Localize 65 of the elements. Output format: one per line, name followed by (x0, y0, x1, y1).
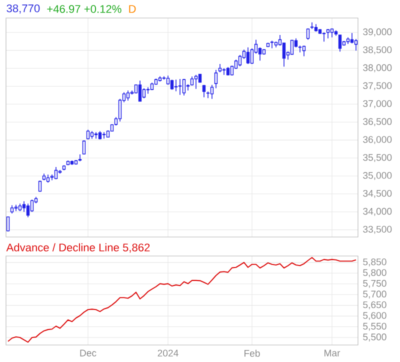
y-tick-label: 39,000 (363, 28, 392, 36)
candlestick (94, 132, 98, 140)
y-tick-label: 5,500 (363, 334, 386, 342)
candlestick (174, 79, 178, 92)
y-tick-label: 34,500 (363, 190, 392, 198)
candlestick (206, 91, 210, 99)
candlestick (86, 129, 90, 140)
candlestick (54, 166, 58, 180)
x-tick-label: Dec (80, 350, 96, 356)
candlestick (270, 40, 274, 49)
x-tick-label: 2024 (158, 350, 178, 356)
chart-subtitle: +46.97 +0.12% (47, 5, 122, 13)
y-tick-label: 36,500 (363, 118, 392, 126)
candlestick (126, 90, 130, 101)
candlestick (178, 78, 182, 96)
candlestick (222, 68, 226, 76)
y-tick-label: 5,550 (363, 322, 386, 331)
candlestick (102, 132, 106, 140)
candlestick (138, 80, 142, 102)
candlestick (30, 199, 34, 212)
y-tick-label: 5,700 (363, 290, 386, 299)
candlestick (82, 140, 86, 155)
chart-title: Advance / Decline Line 5,862 (6, 243, 150, 253)
candlestick (298, 45, 302, 53)
candlestick (26, 203, 30, 218)
y-tick-label: 38,500 (363, 46, 392, 54)
candlestick (310, 22, 314, 30)
candlestick (354, 38, 358, 52)
y-tick-label: 37,000 (363, 100, 392, 108)
candlestick (326, 28, 330, 39)
y-tick-label: 5,850 (363, 258, 386, 266)
candlestick (6, 216, 10, 232)
candlestick (246, 46, 250, 64)
candlestick (22, 200, 26, 212)
candlestick (238, 54, 242, 67)
x-tick-label: Mar (324, 350, 340, 356)
candlestick (250, 48, 254, 64)
candlestick (214, 70, 218, 89)
chart-title: 38,770 (6, 4, 40, 14)
y-tick-label: 5,650 (363, 301, 386, 310)
candlestick (338, 34, 342, 52)
candlestick (146, 86, 150, 94)
candlestick (142, 88, 146, 99)
candlestick (302, 45, 306, 57)
candlestick (38, 180, 42, 192)
candlestick (258, 46, 262, 62)
candlestick (194, 74, 198, 90)
candlestick (182, 78, 186, 96)
y-tick-label: 33,500 (363, 226, 392, 234)
candlestick (282, 42, 286, 68)
y-tick-label: 35,500 (363, 154, 392, 162)
text: D (129, 5, 136, 13)
y-tick-label: 36,000 (363, 136, 392, 144)
y-tick-label: 5,600 (363, 312, 386, 320)
candlestick (322, 32, 326, 42)
candlestick (78, 154, 82, 162)
y-tick-label: 34,000 (363, 208, 392, 216)
y-tick-label: 37,500 (363, 82, 392, 90)
y-tick-label: 5,750 (363, 280, 386, 288)
candlestick (202, 84, 206, 98)
y-tick-label: 5,800 (363, 269, 386, 278)
x-tick-label: Feb (244, 350, 260, 357)
y-tick-label: 38,000 (363, 64, 392, 72)
candlestick (210, 84, 214, 100)
y-tick-label: 35,000 (363, 172, 392, 180)
